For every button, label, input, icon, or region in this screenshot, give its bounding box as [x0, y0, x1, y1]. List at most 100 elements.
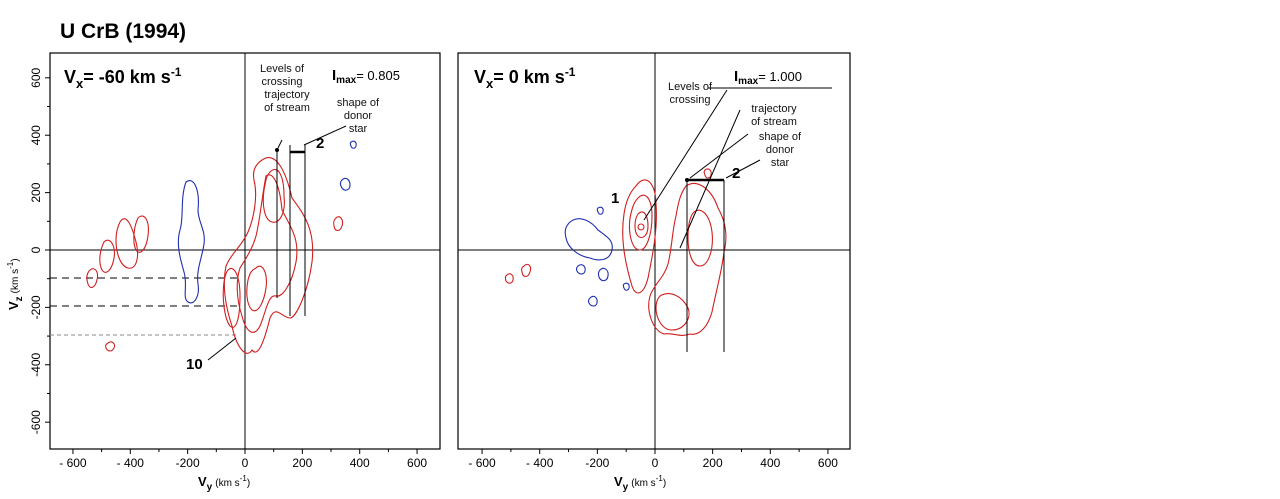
right-emission-contour-donor-region	[648, 182, 727, 336]
right-x-tick-label: 600	[818, 456, 838, 470]
left-emission-contour-right-blob	[333, 216, 344, 232]
right-label-2: 2	[732, 165, 740, 182]
left-levels-annotation: Levels of crossing	[260, 63, 305, 88]
right-absorption-contour-e	[622, 282, 630, 291]
right-vx-value: = 0 km s	[493, 67, 565, 87]
right-x-tick-label: - 400	[526, 456, 554, 470]
left-emission-contour-left-a	[99, 239, 115, 273]
right-emission-contour-left-a	[521, 263, 532, 278]
left-emission-contour-main-outer	[223, 157, 314, 354]
left-absorption-contour-blob-a	[339, 177, 351, 191]
left-emission-contour-tail	[222, 268, 241, 328]
right-emission-contour-core-inner	[634, 211, 649, 239]
left-trajectory-annotation: trajectory of stream	[264, 89, 310, 114]
right-x-tick-label: 0	[652, 456, 659, 470]
left-emission-contour-main-inner	[246, 265, 267, 312]
right-absorption-contour-a	[596, 206, 604, 215]
left-x-tick-label: 200	[292, 456, 312, 470]
right-imax-value: = 1.000	[758, 69, 802, 84]
right-trajectory-annotation: trajectory of stream	[751, 103, 797, 128]
right-vx-label: Vx= 0 km s-1	[474, 65, 576, 91]
left-imax-base: I	[332, 67, 336, 84]
right-imax-base: I	[734, 68, 738, 85]
right-xlabel-unit: (km s	[631, 478, 655, 489]
left-y-axis-title: Vz (km s-1)	[6, 258, 25, 310]
left-imax-value: = 0.805	[356, 68, 400, 83]
left-x-tick-label: -200	[176, 456, 200, 470]
right-imax-label: Imax= 1.000	[734, 68, 802, 87]
left-emission-contour-far-left	[115, 218, 139, 269]
left-y-tick-label: 400	[29, 125, 43, 145]
right-xlabel-base: V	[614, 474, 623, 489]
right-donor-annotation: shape of donor star	[759, 131, 802, 169]
right-emission-contour-lower	[655, 293, 690, 331]
left-xlabel-unit: (km s	[215, 478, 239, 489]
right-x-tick-label: 200	[703, 456, 723, 470]
left-absorption-contour-blob-b	[349, 140, 357, 149]
left-tick-layer: - 600 - 400 -200 0 200 400 600 -600 -400 -200 0 200…	[29, 67, 427, 470]
left-y-tick-label: -200	[29, 295, 43, 319]
right-x-tick-label: 400	[760, 456, 780, 470]
right-absorption-contour-d	[588, 295, 598, 307]
left-y-tick-label: -600	[29, 410, 43, 434]
left-label-2: 2	[316, 135, 324, 152]
left-level-leader	[277, 139, 283, 149]
right-label-1: 1	[611, 190, 619, 207]
left-label-10-leader	[207, 337, 237, 361]
right-absorption-contour-c	[597, 267, 609, 282]
right-emission-contour-core-mid	[628, 194, 653, 251]
left-ylabel-unit: (km s	[10, 269, 21, 293]
right-x-axis-title: Vy (km s-1)	[614, 474, 666, 493]
left-xlabel-exp: -1	[240, 474, 248, 483]
left-x-tick-label: 600	[407, 456, 427, 470]
left-vx-value: = -60 km s	[83, 67, 171, 87]
right-xlabel-close: )	[663, 478, 666, 489]
left-trajectory-point	[275, 148, 279, 152]
left-y-tick-label: 200	[29, 182, 43, 202]
left-imax-label: Imax= 0.805	[332, 67, 400, 86]
right-level-leader-2	[679, 109, 741, 249]
left-vx-sub: x	[76, 76, 84, 91]
right-trajectory-leader	[689, 133, 749, 179]
left-emission-contour-left-d	[105, 341, 116, 352]
left-vx-exp: -1	[171, 65, 182, 79]
left-emission-contour-left-b	[133, 215, 149, 253]
left-y-tick-label: 600	[29, 67, 43, 87]
left-xlabel-close: )	[247, 478, 250, 489]
left-y-tick-label: 0	[29, 246, 43, 253]
left-absorption-contour-main	[177, 180, 205, 304]
left-emission-contour-left-c	[86, 268, 99, 289]
left-donor-annotation: shape of donor star	[337, 97, 380, 135]
left-ylabel-exp: -1	[6, 261, 15, 269]
left-panel: - 600 - 400 -200 0 200 400 600 -600 -400 -200 0 200…	[6, 52, 441, 493]
right-emission-contour-core-peak	[637, 223, 645, 231]
right-panel: - 600- 400 -200 0 200 400 600 Levels of cro	[457, 52, 851, 493]
left-x-tick-label: - 600	[59, 456, 87, 470]
right-vx-sub: x	[486, 76, 494, 91]
right-tick-layer: - 600 - 400 -200 0 200 400 600	[468, 449, 838, 470]
right-x-tick-label: -200	[585, 456, 609, 470]
left-emission-contour-upper	[262, 169, 285, 223]
right-xlabel-exp: -1	[656, 474, 664, 483]
left-vx-base: V	[64, 67, 76, 87]
left-xlabel-sub: y	[207, 482, 213, 493]
right-vx-exp: -1	[565, 65, 576, 79]
right-vx-base: V	[474, 67, 486, 87]
right-emission-contour-donor-inner	[687, 209, 713, 267]
right-emission-contour-right-blob	[703, 168, 712, 179]
left-emission-contour-main-mid	[236, 174, 298, 333]
left-ylabel-base: V	[6, 301, 21, 310]
left-imax-sub: max	[336, 75, 356, 86]
figure-title: U CrB (1994)	[60, 20, 186, 43]
left-x-tick-label: - 400	[117, 456, 145, 470]
right-xlabel-sub: y	[623, 482, 629, 493]
left-x-axis-title: Vy (km s-1)	[198, 474, 250, 493]
right-plot-frame	[457, 52, 851, 450]
left-ylabel-sub: z	[14, 296, 25, 301]
right-levels-annotation: Levels of crossing	[668, 81, 713, 106]
right-level-leader-1	[643, 89, 728, 221]
right-x-tick-label: - 600	[468, 456, 496, 470]
left-xlabel-base: V	[198, 474, 207, 489]
right-absorption-contour-main	[564, 218, 613, 261]
